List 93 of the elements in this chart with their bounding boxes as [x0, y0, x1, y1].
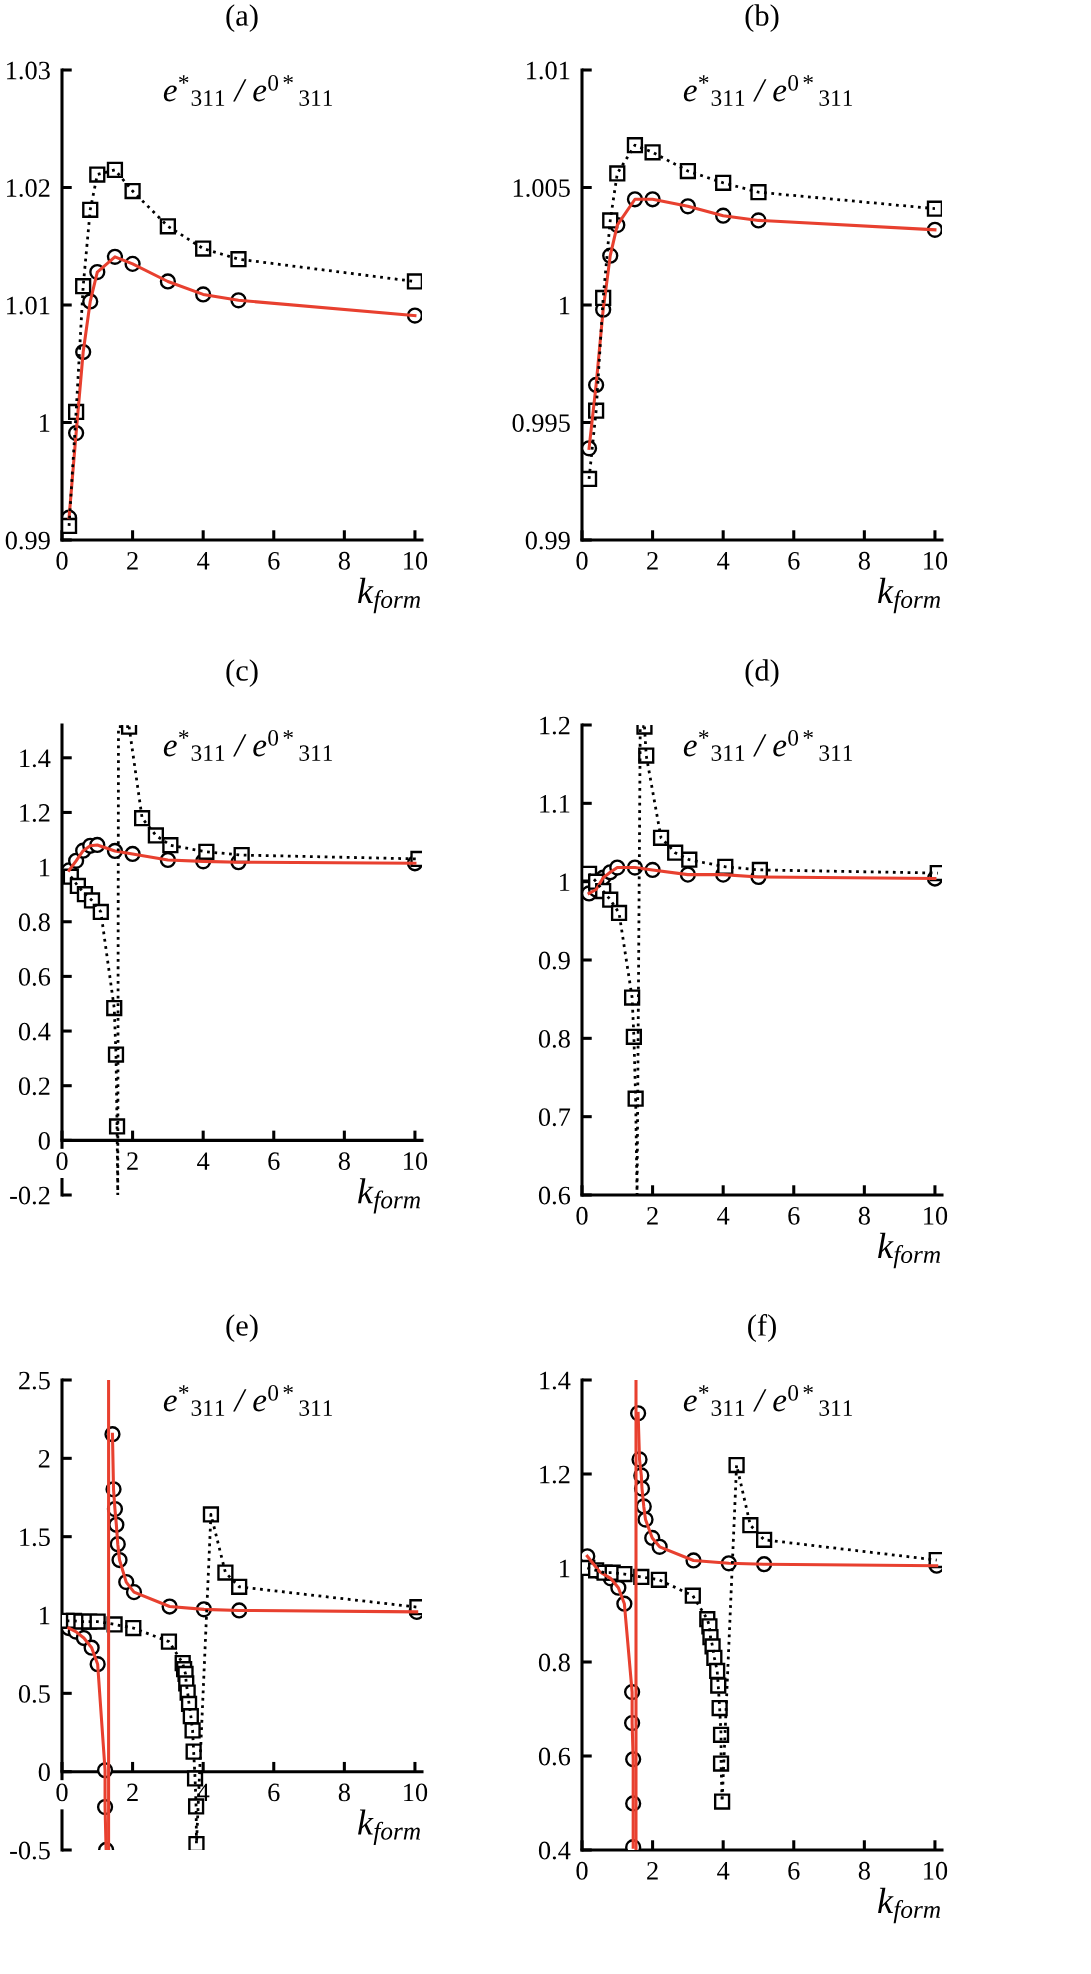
x-tick-label: 2 — [647, 1206, 658, 1225]
y-tick-label: 1 — [560, 1559, 570, 1578]
x-tick-label: 4 — [717, 1862, 730, 1880]
x-tick-label: 4 — [197, 1783, 210, 1802]
y-tick-label: 0.2 — [18, 1077, 50, 1096]
x-axis-title: k$_{form}$ — [878, 577, 941, 614]
x-axis-title: k$_{form}$ — [358, 1809, 421, 1845]
x-tick-label: 0 — [56, 551, 68, 570]
chart-title: (d) — [745, 659, 779, 688]
y-tick-label: 1.2 — [20, 804, 50, 822]
y-tick-label: 0.99 — [525, 531, 570, 550]
x-tick-label: 8 — [858, 1861, 870, 1880]
x-tick-label: 6 — [788, 1206, 800, 1225]
y-tick-label: 0.8 — [538, 1029, 570, 1048]
y-tick-label: 2.5 — [19, 1371, 50, 1390]
x-tick-label: 2 — [647, 1861, 658, 1880]
x-tick-label: 10 — [924, 1206, 948, 1225]
y-tick-label: 1.5 — [20, 1528, 50, 1547]
x-tick-label: 10 — [404, 1152, 428, 1171]
x-tick-label: 8 — [858, 551, 870, 570]
y-tick-label: 0 — [38, 1763, 50, 1782]
x-tick-label: 2 — [127, 1152, 138, 1170]
y-tick-label: 1.01 — [527, 61, 570, 80]
x-tick-label: 8 — [338, 1152, 350, 1171]
x-tick-label: 10 — [924, 1861, 948, 1880]
annotation: e$^{*}$$_{311}$ / e$^{0*}$$_{311}$ — [163, 74, 333, 106]
x-axis-title: k$_{form}$ — [358, 577, 421, 614]
y-tick-label: 1.4 — [20, 749, 51, 768]
y-tick-label: 1.1 — [540, 795, 570, 813]
x-tick-label: 4 — [717, 552, 730, 570]
annotation: e$^{*}$$_{311}$ / e$^{0*}$$_{311}$ — [683, 1384, 853, 1416]
y-tick-label: 1.03 — [7, 61, 50, 80]
x-tick-label: 0 — [56, 1152, 68, 1171]
x-tick-label: 2 — [647, 551, 658, 570]
x-tick-label: 6 — [788, 1861, 800, 1880]
x-tick-label: 8 — [338, 551, 350, 570]
y-tick-label: 0.6 — [538, 1186, 571, 1205]
x-tick-label: 0 — [576, 1206, 588, 1225]
y-tick-label: 1.2 — [540, 716, 570, 735]
x-tick-label: 10 — [404, 1783, 428, 1802]
x-tick-label: 10 — [404, 551, 428, 570]
y-tick-label: 0.9 — [538, 951, 570, 970]
x-tick-label: 6 — [268, 1152, 280, 1171]
y-tick-label: 1 — [560, 873, 570, 891]
y-tick-label: -0.5 — [10, 1841, 50, 1860]
y-tick-label: 0.7 — [538, 1108, 571, 1127]
annotation: e$^{*}$$_{311}$ / e$^{0*}$$_{311}$ — [683, 729, 853, 761]
x-tick-label: 0 — [576, 551, 588, 570]
y-tick-label: -0.2 — [10, 1186, 50, 1205]
y-tick-label: 0 — [38, 1131, 50, 1150]
y-tick-label: 0.4 — [18, 1022, 51, 1041]
x-tick-label: 6 — [268, 551, 280, 570]
chart-title: (b) — [745, 4, 779, 33]
x-axis-title: k$_{form}$ — [878, 1232, 941, 1269]
y-tick-label: 1 — [560, 296, 570, 315]
y-tick-label: 1 — [40, 1606, 50, 1625]
x-tick-label: 10 — [924, 551, 948, 570]
y-tick-label: 1 — [40, 858, 50, 877]
x-tick-label: 6 — [268, 1783, 280, 1802]
x-tick-label: 8 — [858, 1206, 870, 1225]
y-tick-label: 1.005 — [513, 179, 570, 198]
annotation: e$^{*}$$_{311}$ / e$^{0*}$$_{311}$ — [683, 74, 853, 106]
chart-title: (c) — [226, 659, 258, 688]
y-tick-label: 1.2 — [540, 1465, 570, 1484]
y-tick-label: 0.8 — [18, 913, 50, 932]
y-tick-label: 1.01 — [7, 296, 50, 315]
x-tick-label: 8 — [338, 1783, 350, 1802]
x-tick-label: 2 — [127, 1783, 138, 1802]
x-tick-label: 4 — [197, 1152, 210, 1170]
y-tick-label: 2 — [38, 1450, 50, 1468]
x-tick-label: 4 — [197, 552, 210, 570]
y-tick-label: 0.6 — [538, 1747, 571, 1766]
y-tick-label: 0.99 — [5, 531, 50, 550]
x-tick-label: 6 — [788, 551, 800, 570]
x-tick-label: 0 — [576, 1861, 588, 1880]
chart-title: (a) — [226, 4, 258, 33]
x-tick-label: 2 — [127, 551, 138, 570]
x-tick-label: 4 — [717, 1207, 730, 1225]
chart-title: (e) — [226, 1314, 258, 1343]
y-tick-label: 1 — [40, 414, 50, 432]
y-tick-label: 0.8 — [538, 1653, 570, 1672]
x-axis-title: k$_{form}$ — [358, 1178, 421, 1214]
chart-title: (f) — [748, 1314, 776, 1343]
y-tick-label: 0.4 — [538, 1841, 571, 1860]
annotation: e$^{*}$$_{311}$ / e$^{0*}$$_{311}$ — [163, 1384, 333, 1416]
y-tick-label: 0.6 — [18, 968, 51, 986]
y-tick-label: 0.995 — [512, 414, 570, 433]
x-tick-label: 0 — [56, 1783, 68, 1802]
y-tick-label: 1.4 — [540, 1371, 571, 1390]
annotation: e$^{*}$$_{311}$ / e$^{0*}$$_{311}$ — [163, 729, 333, 761]
y-tick-label: 1.02 — [7, 179, 50, 198]
y-tick-label: 0.5 — [18, 1684, 50, 1703]
x-axis-title: k$_{form}$ — [878, 1887, 941, 1924]
